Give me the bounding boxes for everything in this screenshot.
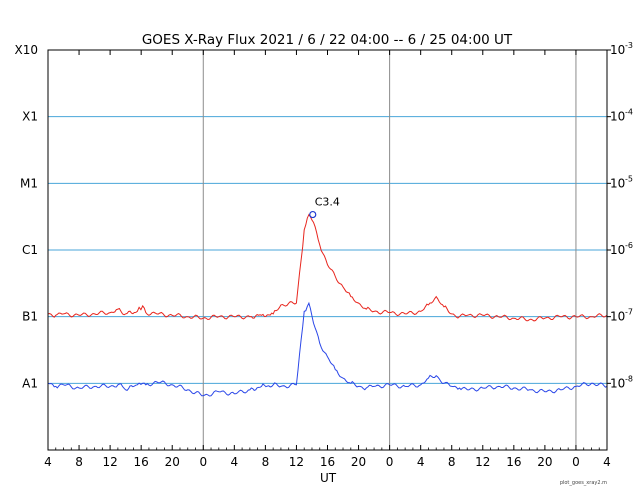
x-axis-label: UT: [320, 471, 337, 485]
y-tick-label-right: 10: [610, 43, 625, 57]
y-tick-label-left: B1: [22, 310, 38, 324]
x-tick-label: 8: [262, 455, 270, 469]
x-tick-label: 4: [231, 455, 239, 469]
y-tick-exponent: -3: [625, 41, 633, 50]
chart-title: GOES X-Ray Flux 2021 / 6 / 22 04:00 -- 6…: [142, 32, 513, 48]
flare-class-label: C3.4: [315, 196, 340, 209]
chart-series: [47, 213, 608, 397]
y-tick-exponent: -5: [625, 174, 633, 183]
y-tick-label-right: 10: [610, 110, 625, 124]
flare-annotation: C3.4: [309, 196, 340, 219]
x-tick-label: 12: [289, 455, 304, 469]
y-tick-label-right: 10: [610, 310, 625, 324]
x-tick-label: 20: [537, 455, 552, 469]
x-tick-label: 4: [603, 455, 611, 469]
y-tick-label-left: C1: [22, 243, 38, 257]
x-tick-label: 20: [351, 455, 366, 469]
x-tick-label: 4: [44, 455, 52, 469]
chart-grid: [48, 50, 607, 450]
x-tick-label: 8: [75, 455, 83, 469]
y-tick-label-right: 10: [610, 376, 625, 390]
x-tick-label: 0: [199, 455, 207, 469]
y-tick-exponent: -8: [625, 374, 633, 383]
y-tick-exponent: -7: [625, 308, 633, 317]
x-tick-label: 0: [386, 455, 394, 469]
x-tick-label: 12: [475, 455, 490, 469]
x-tick-label: 8: [448, 455, 456, 469]
x-tick-label: 0: [572, 455, 580, 469]
y-tick-exponent: -4: [625, 108, 633, 117]
y-tick-label-left: X10: [15, 43, 39, 57]
x-tick-label: 4: [417, 455, 425, 469]
x-tick-label: 20: [165, 455, 180, 469]
series-line-short-channel: [47, 301, 608, 397]
x-tick-label: 16: [506, 455, 521, 469]
series-line-long-channel: [47, 213, 608, 322]
footer-note: plot_goes_xray2.m: [560, 480, 607, 486]
y-tick-label-left: A1: [22, 376, 38, 390]
y-tick-label-right: 10: [610, 176, 625, 190]
y-tick-label-right: 10: [610, 243, 625, 257]
x-tick-label: 12: [102, 455, 117, 469]
flare-peak-marker: [309, 210, 317, 219]
x-tick-label: 16: [320, 455, 335, 469]
y-tick-label-left: X1: [22, 110, 38, 124]
y-tick-label-left: M1: [20, 176, 38, 190]
y-tick-exponent: -6: [625, 241, 633, 250]
x-tick-label: 16: [134, 455, 149, 469]
